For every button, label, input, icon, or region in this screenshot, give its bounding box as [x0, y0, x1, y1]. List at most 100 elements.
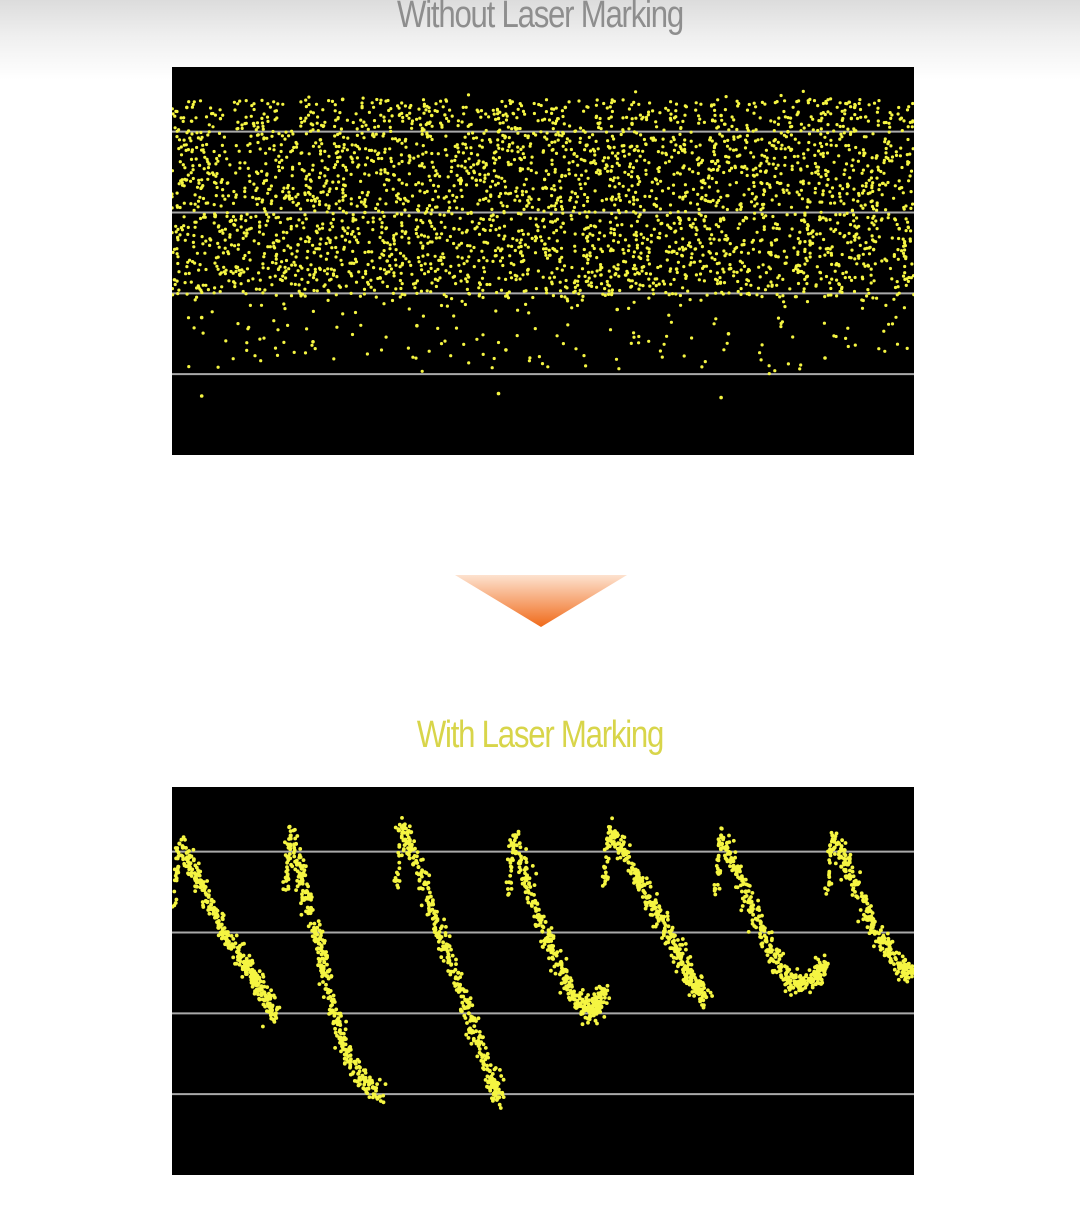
data-point: [786, 116, 790, 120]
data-point: [594, 162, 598, 166]
data-point: [549, 204, 554, 208]
data-point: [632, 335, 636, 339]
data-point: [318, 138, 323, 142]
data-point: [227, 252, 231, 256]
data-point: [480, 249, 484, 253]
data-point: [555, 249, 559, 253]
data-point: [590, 997, 595, 1001]
data-point: [419, 903, 424, 908]
data-point: [591, 233, 595, 237]
data-point: [626, 172, 631, 177]
data-point: [629, 224, 634, 228]
data-point: [816, 104, 820, 108]
data-point: [439, 935, 444, 939]
data-point: [313, 199, 317, 203]
data-point: [232, 100, 236, 104]
data-point: [336, 150, 340, 154]
data-point: [726, 138, 730, 142]
data-point: [435, 109, 439, 113]
data-point: [515, 194, 519, 198]
data-point: [388, 247, 392, 251]
data-point: [261, 198, 265, 202]
data-point: [321, 950, 326, 954]
data-point: [894, 150, 898, 154]
data-point: [430, 151, 434, 156]
data-point: [413, 286, 417, 290]
data-point: [600, 249, 604, 254]
data-point: [444, 148, 448, 152]
data-point: [523, 112, 527, 116]
data-point: [592, 149, 597, 153]
data-point: [818, 271, 823, 275]
data-point: [315, 231, 319, 235]
data-point: [454, 326, 459, 330]
data-point: [722, 270, 726, 274]
data-point: [646, 254, 650, 258]
data-point: [707, 167, 711, 171]
data-point: [659, 264, 663, 268]
data-point: [846, 344, 850, 349]
data-point: [653, 177, 657, 181]
data-point: [617, 274, 621, 278]
data-point: [291, 132, 295, 136]
data-point: [311, 128, 315, 132]
data-point: [642, 236, 646, 240]
data-point: [336, 116, 340, 120]
data-point: [478, 144, 482, 148]
data-point: [866, 119, 871, 123]
data-point: [176, 261, 180, 266]
data-point: [611, 840, 615, 844]
data-point: [186, 232, 190, 236]
data-point: [771, 226, 775, 230]
data-point: [251, 277, 255, 281]
data-point: [783, 115, 788, 119]
data-point: [617, 192, 621, 196]
data-point: [416, 225, 420, 229]
data-point: [204, 239, 208, 243]
data-point: [570, 190, 574, 194]
data-point: [241, 236, 245, 240]
data-point: [392, 233, 396, 238]
data-point: [786, 129, 790, 134]
data-point: [397, 106, 401, 110]
data-point: [822, 321, 827, 325]
data-point: [415, 861, 419, 865]
data-point: [246, 279, 250, 283]
data-point: [705, 227, 709, 231]
data-point: [871, 296, 875, 300]
data-point: [744, 282, 748, 286]
data-point: [348, 261, 352, 265]
data-point: [250, 104, 254, 108]
data-point: [549, 212, 553, 216]
data-point: [550, 107, 554, 111]
data-point: [502, 224, 507, 228]
data-point: [602, 1000, 606, 1004]
data-point: [911, 274, 914, 278]
data-point: [518, 169, 522, 173]
data-point: [728, 263, 732, 267]
data-point: [306, 924, 311, 929]
data-point: [274, 254, 278, 258]
data-point: [345, 231, 350, 236]
data-point: [779, 93, 783, 98]
data-point: [586, 270, 591, 274]
data-point: [512, 838, 517, 843]
data-point: [823, 253, 827, 257]
data-point: [272, 212, 276, 216]
data-point: [906, 226, 911, 230]
data-point: [238, 944, 242, 948]
data-point: [201, 215, 206, 219]
data-point: [691, 222, 695, 226]
data-point: [374, 206, 378, 211]
data-point: [690, 225, 694, 229]
data-point: [221, 935, 226, 939]
data-point: [469, 151, 473, 156]
data-point: [193, 202, 197, 206]
data-point: [550, 956, 555, 961]
data-point: [222, 135, 226, 139]
data-point: [304, 177, 308, 181]
data-point: [768, 141, 772, 145]
data-point: [456, 124, 460, 128]
data-point: [399, 212, 404, 216]
data-point: [299, 901, 303, 906]
